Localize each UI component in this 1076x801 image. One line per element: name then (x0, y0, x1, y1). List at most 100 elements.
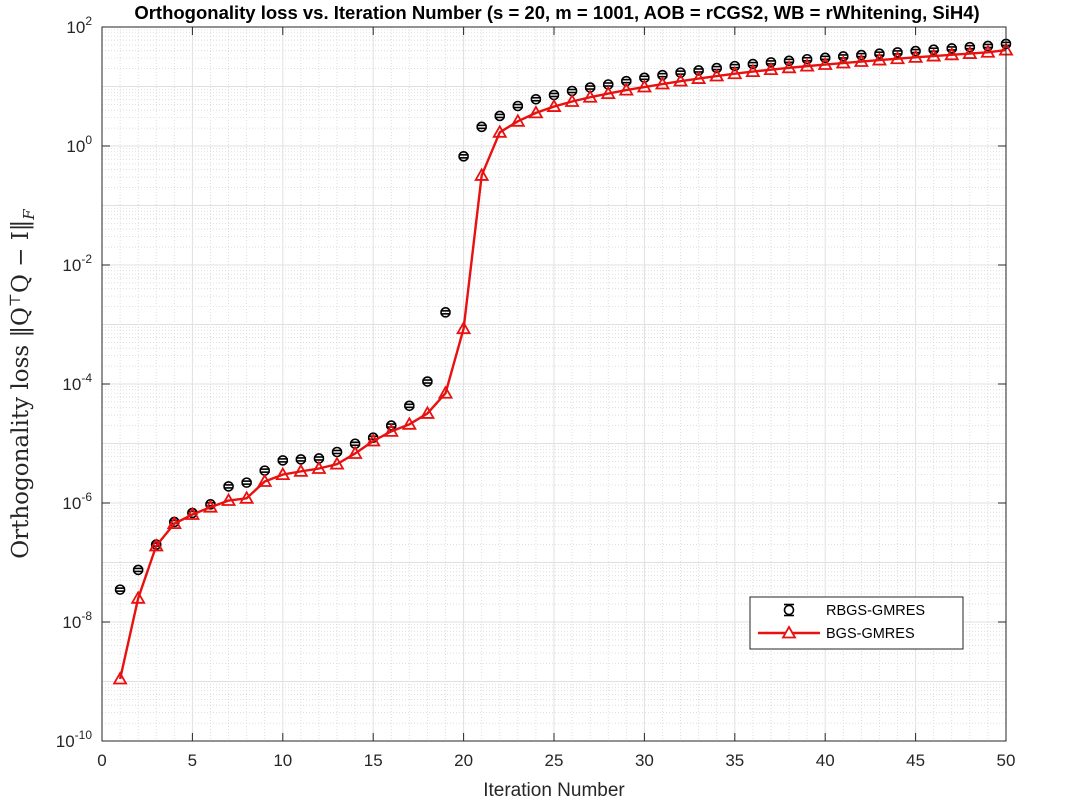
data-point-bgs-gmres (853, 53, 869, 67)
y-axis-ticks: 10-10 10-8 10-6 10-4 10-2 100 102 (56, 14, 1006, 751)
x-tick-label: 25 (545, 751, 564, 770)
circle-marker (729, 60, 741, 72)
x-tick-label: 35 (725, 751, 744, 770)
circle-marker (693, 65, 704, 76)
circle-marker (910, 45, 921, 57)
data-point-bgs-gmres (347, 445, 363, 459)
circle-marker (241, 477, 252, 488)
circle-marker (675, 67, 686, 78)
circle-marker (132, 564, 144, 576)
data-point-rbgs-gmres (747, 58, 759, 70)
data-point-bgs-gmres (944, 46, 960, 61)
data-point-rbgs-gmres (458, 151, 469, 162)
data-point-bgs-gmres (365, 433, 381, 447)
y-tick-label: 10-6 (62, 490, 92, 513)
y-tick-label: 10-4 (62, 371, 92, 394)
data-point-rbgs-gmres (277, 455, 289, 466)
circle-marker (512, 100, 524, 112)
circle-marker (747, 58, 759, 70)
circle-marker (856, 49, 867, 61)
circle-marker (765, 57, 777, 68)
circle-marker (422, 376, 433, 387)
x-tick-label: 30 (635, 751, 654, 770)
data-point-rbgs-gmres (440, 307, 451, 318)
x-tick-label: 50 (997, 751, 1016, 770)
data-point-bgs-gmres (492, 124, 508, 138)
circle-marker (892, 47, 903, 58)
data-point-rbgs-gmres (512, 100, 524, 112)
data-point-bgs-gmres (383, 423, 399, 437)
y-axis-label-sup: ⊤ (6, 293, 24, 307)
data-point-rbgs-gmres (404, 400, 415, 412)
data-point-bgs-gmres (980, 44, 996, 58)
data-point-bgs-gmres (799, 58, 815, 72)
data-point-bgs-gmres (618, 82, 634, 96)
circle-marker (946, 43, 958, 54)
legend-circle-marker (783, 604, 795, 616)
circle-marker (494, 110, 506, 122)
circle-marker (964, 41, 976, 53)
data-point-rbgs-gmres (476, 121, 487, 133)
x-tick-label: 40 (816, 751, 835, 770)
y-tick-label: 102 (66, 14, 92, 37)
legend-entry-bgs-gmres (758, 625, 820, 639)
data-point-bgs-gmres (456, 320, 472, 335)
data-point-bgs-gmres (727, 65, 743, 80)
y-axis-label-mid: Q − I‖ (8, 220, 34, 293)
x-tick-label: 10 (273, 751, 292, 770)
data-point-bgs-gmres (510, 113, 526, 127)
legend-label-rbgs-gmres: RBGS-GMRES (826, 603, 925, 619)
circle-marker (223, 481, 234, 492)
data-point-rbgs-gmres (783, 55, 795, 67)
data-point-bgs-gmres (474, 167, 490, 181)
data-point-bgs-gmres (871, 52, 887, 66)
legend: RBGS-GMRES BGS-GMRES (749, 596, 964, 650)
x-axis-label: Iteration Number (483, 780, 625, 801)
circle-marker (530, 93, 542, 105)
data-point-bgs-gmres (293, 463, 309, 477)
x-tick-label: 0 (97, 751, 106, 770)
data-point-bgs-gmres (835, 55, 851, 69)
y-tick-label: 10-8 (62, 609, 92, 632)
circle-marker (783, 55, 795, 67)
data-point-bgs-gmres (691, 70, 707, 84)
data-point-rbgs-gmres (494, 110, 506, 122)
data-point-bgs-gmres (673, 73, 689, 87)
circle-marker (277, 455, 289, 466)
y-axis-label: Orthogonality loss ‖Q⊤Q − I‖F (6, 209, 38, 559)
data-point-bgs-gmres (546, 98, 562, 112)
x-tick-label: 20 (454, 751, 473, 770)
circle-marker (874, 48, 885, 59)
y-axis-label-main: Orthogonality loss ‖Q (8, 307, 34, 559)
data-point-rbgs-gmres (241, 477, 252, 488)
y-tick-label: 100 (66, 133, 92, 156)
circle-marker (982, 40, 994, 52)
data-point-bgs-gmres (112, 671, 128, 685)
data-point-rbgs-gmres (422, 376, 433, 387)
circle-marker (458, 151, 469, 162)
circle-marker (837, 51, 849, 62)
data-point-rbgs-gmres (530, 93, 542, 105)
data-point-bgs-gmres (817, 56, 833, 70)
legend-entry-rbgs-gmres (783, 603, 795, 617)
data-point-bgs-gmres (528, 105, 544, 119)
data-point-bgs-gmres (311, 460, 327, 474)
data-point-bgs-gmres (564, 93, 580, 107)
circle-marker (711, 62, 723, 74)
data-point-bgs-gmres (636, 79, 652, 93)
circle-marker (819, 52, 831, 64)
chart-title: Orthogonality loss vs. Iteration Number … (134, 2, 979, 23)
data-point-bgs-gmres (202, 499, 219, 513)
circle-marker (440, 307, 451, 318)
x-tick-label: 5 (188, 751, 197, 770)
data-point-bgs-gmres (908, 49, 924, 63)
data-point-bgs-gmres (781, 60, 797, 74)
series-layer (112, 38, 1014, 685)
data-point-bgs-gmres (962, 45, 978, 59)
legend-triangle-marker (781, 625, 797, 639)
circle-marker (114, 584, 126, 595)
circle-marker (801, 53, 813, 65)
data-point-bgs-gmres (221, 492, 237, 506)
x-axis-ticks: 0 5 10 15 20 25 30 35 40 45 50 (97, 27, 1015, 770)
